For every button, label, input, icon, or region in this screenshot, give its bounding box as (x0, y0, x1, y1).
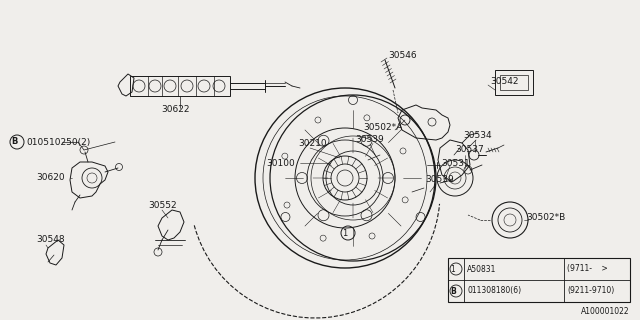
Text: 30622: 30622 (161, 106, 189, 115)
Text: 011308180(6): 011308180(6) (467, 286, 521, 295)
Text: 1: 1 (342, 228, 348, 237)
Text: 30548: 30548 (36, 236, 65, 244)
Text: 30537: 30537 (455, 146, 484, 155)
Text: 30210: 30210 (298, 140, 326, 148)
Text: (9711-    >: (9711- > (567, 265, 608, 274)
Bar (130, 76, 230, 96)
Text: 30534: 30534 (463, 131, 492, 140)
Text: 30539: 30539 (355, 135, 384, 145)
Text: 30539: 30539 (425, 175, 454, 185)
Text: A50831: A50831 (467, 265, 497, 274)
Text: 30552: 30552 (148, 201, 177, 210)
Text: A100001022: A100001022 (581, 308, 630, 316)
Text: 30502*B: 30502*B (526, 213, 565, 222)
Bar (448, 258, 630, 302)
Text: (9211-9710): (9211-9710) (567, 286, 614, 295)
Text: 30620: 30620 (36, 173, 65, 182)
Text: 010510250(2): 010510250(2) (26, 138, 90, 147)
Text: 30502*A: 30502*A (363, 124, 403, 132)
Text: 30546: 30546 (388, 51, 417, 60)
Text: B: B (11, 138, 17, 147)
Text: 1: 1 (451, 265, 456, 274)
Text: 30542: 30542 (490, 77, 518, 86)
Text: 30531: 30531 (441, 158, 470, 167)
Text: 30100: 30100 (266, 158, 295, 167)
Text: B: B (450, 286, 456, 295)
